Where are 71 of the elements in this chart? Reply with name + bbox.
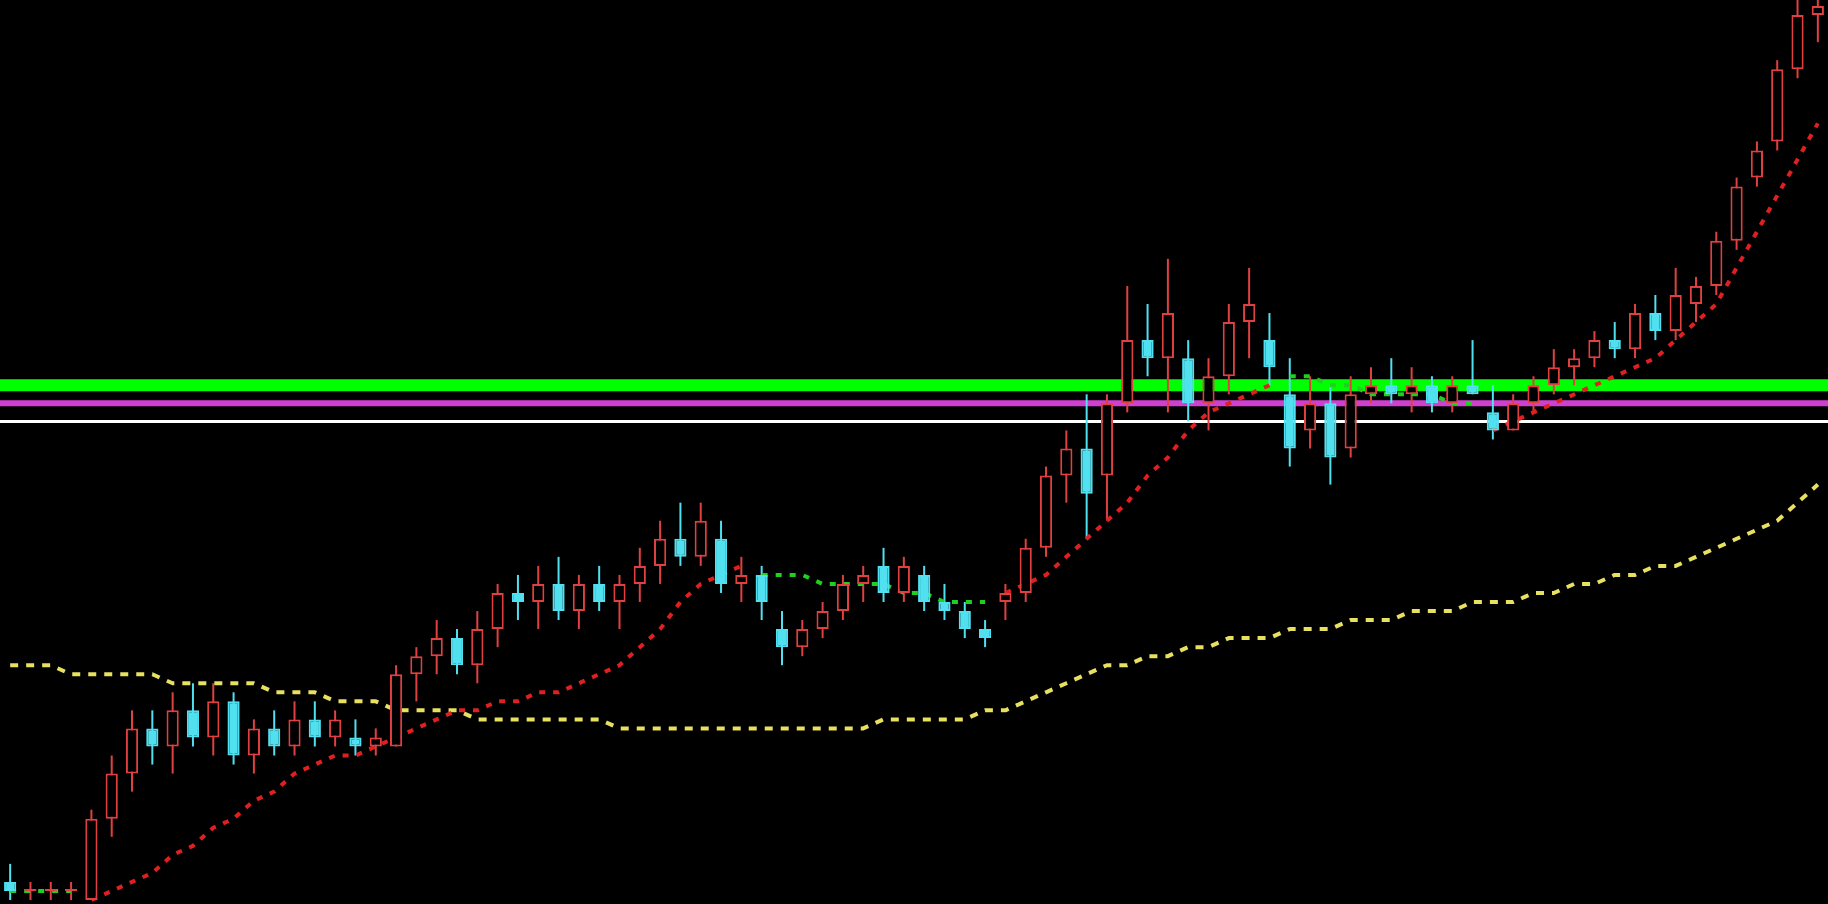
- candlestick: [1446, 375, 1459, 414]
- candlestick: [1303, 375, 1317, 450]
- candlestick: [593, 564, 606, 613]
- candlestick: [65, 880, 78, 901]
- candlestick: [857, 564, 870, 603]
- candlestick: [1364, 366, 1378, 405]
- candlestick: [1019, 537, 1032, 603]
- candlestick: [369, 727, 382, 757]
- candlestick: [1710, 230, 1723, 296]
- candlestick: [918, 564, 931, 613]
- candlestick: [1263, 312, 1276, 387]
- candlestick: [4, 862, 17, 901]
- candlestick: [491, 582, 504, 649]
- candlestick: [694, 501, 707, 567]
- candlestick: [1141, 303, 1154, 378]
- candlestick: [1486, 384, 1499, 441]
- candlestick: [1425, 375, 1439, 414]
- candlestick: [125, 709, 139, 793]
- candlestick: [450, 628, 464, 676]
- candlestick: [44, 880, 57, 901]
- candlestick: [471, 610, 484, 685]
- candlestick: [247, 718, 260, 775]
- candlestick: [979, 619, 992, 649]
- candlestick: [1202, 357, 1215, 432]
- candlestick: [877, 546, 890, 603]
- candlestick: [735, 555, 748, 603]
- candlestick: [613, 573, 626, 631]
- candlestick: [1385, 357, 1398, 405]
- candlestick: [1547, 348, 1560, 396]
- candlestick: [1466, 339, 1479, 396]
- candlestick: [1527, 375, 1540, 414]
- candlestick: [1060, 429, 1073, 504]
- candlestick: [1405, 366, 1418, 414]
- candlestick: [633, 546, 646, 603]
- candlestick: [288, 700, 301, 757]
- candlestick: [1568, 348, 1581, 387]
- candlestick: [166, 691, 179, 775]
- candlestick: [958, 601, 971, 640]
- candlestick: [1161, 257, 1174, 414]
- candlestick: [349, 718, 362, 757]
- candlestick: [938, 582, 951, 622]
- candlestick: [24, 880, 37, 901]
- candlestick: [1608, 321, 1621, 360]
- candlestick: [674, 501, 687, 567]
- candlestick: [105, 754, 118, 838]
- candlestick: [1507, 393, 1520, 432]
- candlestick: [268, 709, 281, 757]
- candlestick: [897, 555, 910, 603]
- candlestick: [1243, 266, 1256, 360]
- candlestick: [430, 619, 443, 676]
- candlestick: [572, 573, 585, 631]
- candlestick: [755, 564, 768, 622]
- candlestick: [1628, 303, 1642, 360]
- candlestick: [308, 700, 321, 748]
- candlestick: [999, 582, 1012, 622]
- candlestick: [410, 646, 423, 703]
- candlestick: [532, 564, 545, 631]
- candlestick: [1182, 339, 1195, 423]
- candlestick: [714, 519, 728, 594]
- candlestick: [1080, 393, 1093, 540]
- candlestick: [552, 555, 565, 622]
- candlestick: [1750, 140, 1763, 188]
- candlestick: [1649, 293, 1662, 342]
- candlestick: [329, 709, 342, 748]
- candlestick: [1669, 266, 1682, 342]
- candlestick: [207, 682, 220, 757]
- candlestick: [146, 709, 159, 766]
- candlestick: [186, 682, 200, 748]
- candlestick: [836, 573, 849, 622]
- candlestick: [654, 519, 667, 585]
- candlestick: [511, 573, 525, 622]
